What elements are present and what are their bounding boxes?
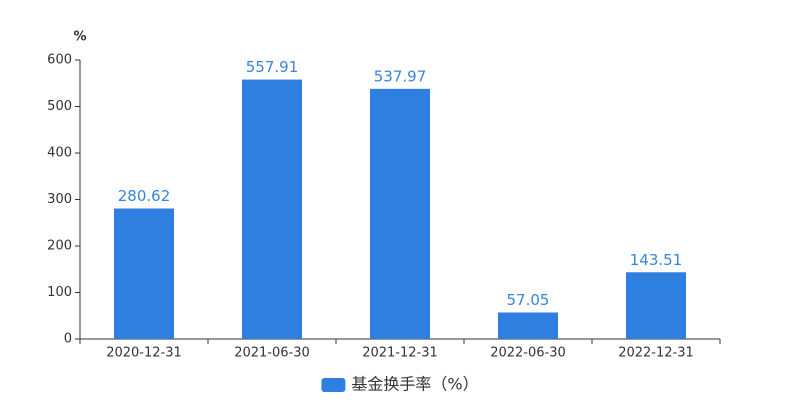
y-tick-label: 500: [47, 99, 72, 114]
value-label: 537.97: [374, 67, 427, 85]
value-label: 557.91: [246, 58, 299, 76]
y-tick-label: 0: [64, 332, 72, 347]
y-tick-label: 300: [47, 192, 72, 207]
bar: [370, 88, 430, 339]
x-tick-label: 2022-06-30: [490, 346, 566, 361]
bar: [242, 79, 302, 340]
value-label: 57.05: [507, 291, 550, 309]
x-tick-label: 2022-12-31: [618, 346, 694, 361]
y-tick-label: 600: [47, 53, 72, 68]
value-label: 280.62: [118, 187, 171, 205]
x-tick-label: 2020-12-31: [106, 346, 182, 361]
y-tick-label: 400: [47, 146, 72, 161]
x-tick-label: 2021-12-31: [362, 346, 438, 361]
value-label: 143.51: [630, 251, 683, 269]
legend-label: 基金换手率（%）: [351, 375, 478, 394]
bar: [498, 312, 558, 339]
bar: [114, 208, 174, 339]
legend-swatch: [321, 378, 346, 392]
y-tick-label: 200: [47, 239, 72, 254]
x-tick-label: 2021-06-30: [234, 346, 310, 361]
y-tick-label: 100: [47, 285, 72, 300]
bar: [626, 272, 686, 339]
y-axis-unit: %: [73, 30, 86, 45]
